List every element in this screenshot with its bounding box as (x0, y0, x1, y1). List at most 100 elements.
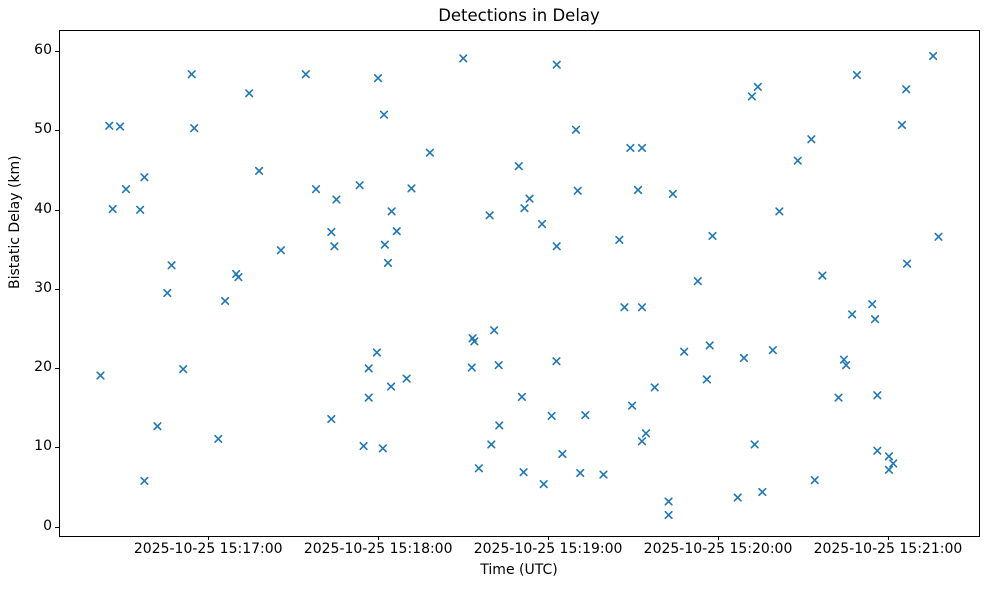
x-tick-mark (208, 536, 210, 540)
scatter-point (379, 110, 389, 119)
y-tick-label: 60 (34, 42, 52, 58)
scatter-point (708, 231, 717, 241)
scatter-point (136, 205, 145, 214)
scatter-point (884, 465, 894, 474)
scatter-point (245, 89, 254, 98)
y-tick-label: 20 (34, 359, 52, 376)
scatter-point (627, 401, 637, 410)
scatter-point (571, 125, 581, 134)
scatter-point (852, 70, 862, 80)
x-tick-mark (378, 536, 380, 540)
scatter-point (739, 353, 749, 363)
scatter-point (187, 70, 196, 79)
y-tick-mark (55, 368, 59, 370)
scatter-point (750, 440, 759, 449)
scatter-point (459, 54, 468, 63)
scatter-point (494, 361, 503, 370)
scatter-point (573, 186, 582, 195)
scatter-point (327, 227, 336, 237)
scatter-point (380, 240, 389, 249)
scatter-point (839, 355, 849, 364)
scatter-point (470, 337, 479, 346)
scatter-point (615, 235, 624, 244)
scatter-point (179, 365, 188, 374)
scatter-point (870, 315, 880, 324)
x-axis-label: Time (UTC) (480, 562, 558, 578)
scatter-point (558, 449, 567, 459)
scatter-point (929, 51, 938, 61)
scatter-point (402, 374, 411, 383)
y-tick-label: 40 (34, 200, 52, 217)
scatter-point (775, 207, 784, 216)
scatter-point (705, 341, 714, 350)
scatter-point (330, 242, 339, 251)
scatter-point (140, 173, 149, 182)
scatter-point (359, 441, 368, 451)
scatter-point (364, 364, 373, 373)
y-tick-mark (55, 51, 59, 52)
scatter-point (664, 510, 673, 520)
scatter-point (355, 181, 364, 190)
scatter-point (793, 156, 802, 165)
y-tick-label: 0 (43, 517, 52, 534)
scatter-point (637, 437, 647, 446)
scatter-point (153, 422, 162, 431)
y-tick-label: 30 (34, 279, 52, 296)
scatter-point (576, 468, 585, 478)
scatter-point (552, 357, 561, 366)
x-tick-label: 2025-10-25 15:17:00 (133, 541, 283, 557)
scatter-point (387, 207, 396, 216)
scatter-point (373, 74, 383, 83)
y-tick-mark (55, 526, 59, 528)
x-tick-label: 2025-10-25 15:20:00 (643, 541, 793, 557)
x-tick-label: 2025-10-25 15:21:00 (813, 541, 963, 557)
scatter-point (552, 60, 561, 69)
scatter-point (254, 166, 264, 176)
scatter-point (539, 479, 548, 489)
scatter-point (121, 185, 131, 194)
scatter-point (620, 303, 629, 312)
scatter-point (115, 122, 125, 131)
scatter-point (163, 288, 172, 298)
scatter-point (221, 296, 230, 306)
scatter-point (807, 135, 816, 144)
scatter-point (485, 211, 494, 220)
scatter-point (332, 195, 341, 204)
scatter-point (474, 464, 483, 473)
scatter-point (108, 204, 117, 214)
scatter-point (105, 121, 114, 130)
x-tick-label: 2025-10-25 15:18:00 (303, 541, 453, 557)
scatter-point (425, 148, 434, 157)
y-tick-mark (55, 288, 59, 290)
scatter-point (848, 310, 857, 319)
scatter-point (167, 261, 176, 270)
scatter-point (519, 468, 528, 477)
scatter-point (599, 470, 608, 479)
scatter-point (190, 124, 199, 133)
scatter-point (378, 444, 387, 453)
scatter-point (386, 382, 396, 391)
y-tick-mark (55, 447, 59, 449)
scatter-point (758, 487, 767, 497)
scatter-point (664, 497, 673, 506)
scatter-point (495, 421, 504, 430)
scatter-point (301, 70, 310, 79)
scatter-point (884, 452, 894, 461)
scatter-point (525, 194, 534, 203)
scatter-point (327, 414, 336, 424)
x-tick-mark (548, 536, 550, 540)
scatter-point (383, 258, 393, 267)
scatter-point (364, 393, 373, 402)
x-tick-label: 2025-10-25 15:19:00 (473, 541, 623, 557)
scatter-point (668, 189, 677, 199)
scatter-point (902, 259, 912, 268)
y-tick-label: 10 (34, 438, 52, 455)
scatter-point (407, 184, 416, 193)
chart-title: Detections in Delay (438, 6, 600, 25)
y-tick-label: 50 (34, 121, 52, 138)
scatter-point (517, 392, 527, 401)
scatter-point (834, 393, 843, 402)
scatter-point (637, 143, 647, 153)
scatter-point (514, 162, 523, 171)
